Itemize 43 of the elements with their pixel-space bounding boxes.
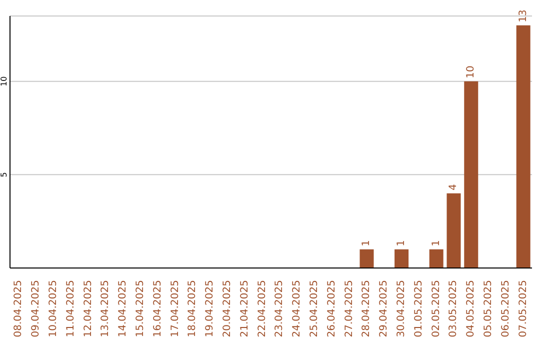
data-label: 1 bbox=[396, 240, 408, 246]
x-tick-label: 27.04.2025 bbox=[344, 280, 355, 338]
x-tick-label: 06.05.2025 bbox=[500, 280, 512, 338]
bar bbox=[429, 249, 444, 268]
x-tick-label: 12.04.2025 bbox=[82, 280, 94, 338]
x-tick-label: 16.04.2025 bbox=[152, 280, 164, 338]
data-label: 1 bbox=[430, 240, 442, 246]
data-label: 1 bbox=[361, 240, 372, 246]
bar bbox=[360, 249, 374, 268]
x-tick-label: 05.05.2025 bbox=[483, 280, 494, 338]
y-tick-label: 5 bbox=[0, 172, 8, 178]
x-tick-label: 01.05.2025 bbox=[413, 280, 424, 338]
x-tick-label: 07.05.2025 bbox=[518, 280, 529, 338]
data-label: 4 bbox=[448, 184, 460, 190]
x-tick-label: 21.04.2025 bbox=[239, 280, 250, 338]
x-tick-label: 26.04.2025 bbox=[326, 280, 338, 338]
x-tick-label: 02.05.2025 bbox=[430, 280, 442, 338]
x-tick-label: 30.04.2025 bbox=[396, 280, 407, 338]
x-tick-label: 04.05.2025 bbox=[466, 280, 477, 338]
x-tick-label: 29.04.2025 bbox=[378, 280, 390, 338]
x-tick-label: 13.04.2025 bbox=[100, 280, 112, 338]
x-tick-label: 28.04.2025 bbox=[361, 280, 372, 338]
bar bbox=[464, 81, 478, 268]
data-label: 13 bbox=[518, 10, 529, 22]
x-tick-label: 25.04.2025 bbox=[309, 280, 320, 338]
x-tick-label: 10.04.2025 bbox=[48, 280, 59, 338]
x-tick-label: 17.04.2025 bbox=[170, 280, 181, 338]
x-tick-label: 09.04.2025 bbox=[30, 280, 42, 338]
x-tick-label: 14.04.2025 bbox=[118, 280, 129, 338]
x-tick-label: 20.04.2025 bbox=[222, 280, 233, 338]
x-tick-label: 03.05.2025 bbox=[448, 280, 460, 338]
x-tick-label: 19.04.2025 bbox=[204, 280, 216, 338]
bar bbox=[394, 249, 409, 268]
x-tick-label: 11.04.2025 bbox=[65, 280, 76, 338]
x-tick-label: 18.04.2025 bbox=[187, 280, 198, 338]
bar bbox=[446, 193, 461, 268]
x-tick-label: 23.04.2025 bbox=[274, 280, 286, 338]
x-tick-label: 24.04.2025 bbox=[292, 280, 303, 338]
x-tick-label: 08.04.2025 bbox=[13, 280, 24, 338]
x-tick-label: 22.04.2025 bbox=[256, 280, 268, 338]
bar bbox=[516, 25, 530, 268]
x-tick-label: 15.04.2025 bbox=[135, 280, 146, 338]
data-label: 10 bbox=[466, 66, 477, 78]
